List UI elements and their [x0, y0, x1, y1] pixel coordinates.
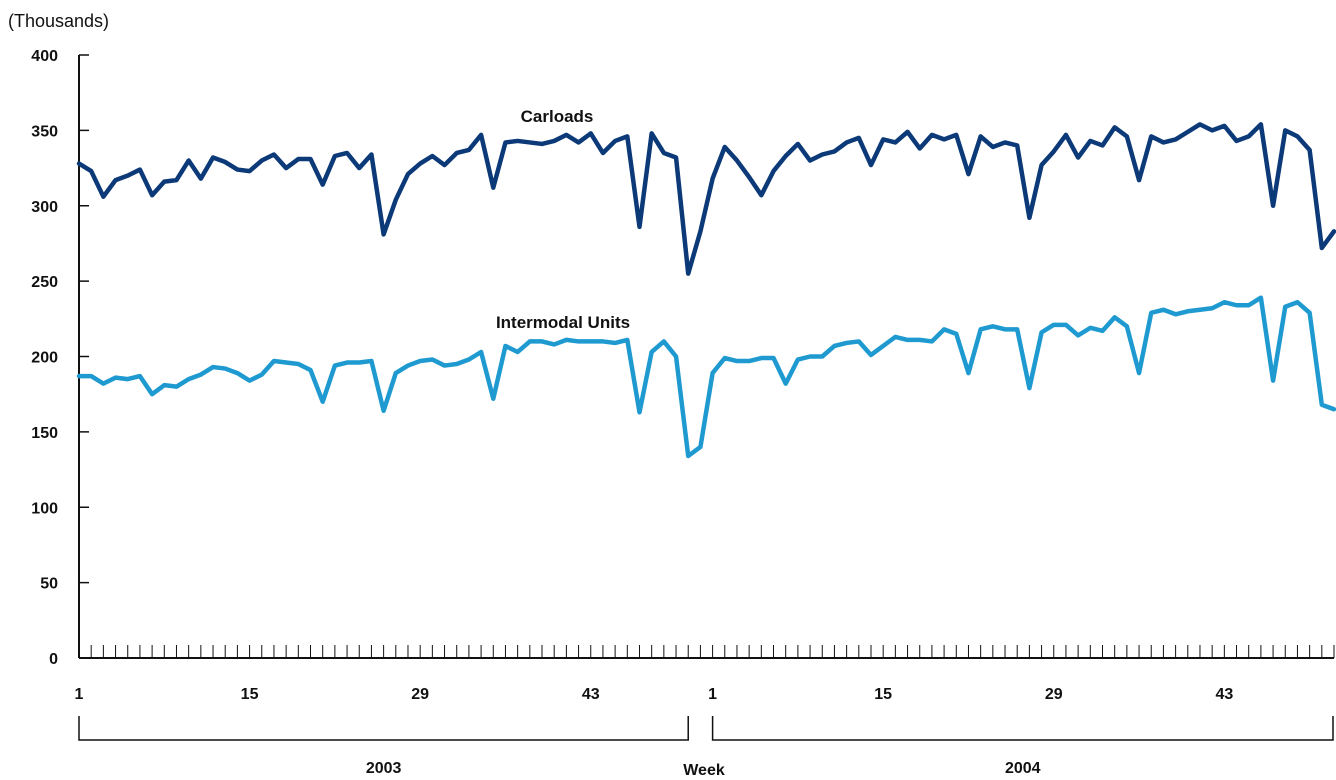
y-tick-label: 350 — [31, 123, 58, 140]
x-tick-label: 43 — [582, 686, 600, 703]
year-groups: 2003 2004 — [78, 716, 1334, 777]
x-tick-label: 15 — [241, 686, 259, 703]
y-unit-label: (Thousands) — [8, 11, 109, 31]
y-tick-label: 50 — [40, 576, 58, 593]
y-tick-label: 200 — [31, 350, 58, 367]
year-label: 2004 — [1005, 760, 1041, 777]
year-label: 2003 — [366, 760, 402, 777]
y-tick-label: 250 — [31, 274, 58, 291]
x-tick-label: 43 — [1215, 686, 1233, 703]
x-tick-label: 29 — [411, 686, 429, 703]
series-labels: Carloads Intermodal Units — [496, 107, 630, 332]
y-tick-label: 400 — [31, 48, 58, 65]
y-tick-label: 300 — [31, 199, 58, 216]
y-tick-label: 100 — [31, 500, 58, 517]
x-axis: 1 15 29 43 1 15 29 43 — [75, 645, 1335, 703]
series-label: Intermodal Units — [496, 313, 630, 332]
y-axis: 0 50 100 150 200 250 300 350 400 — [31, 48, 89, 668]
year-bracket — [78, 716, 689, 741]
x-tick-label: 29 — [1045, 686, 1063, 703]
y-tick-label: 0 — [49, 651, 58, 668]
series-lines — [76, 122, 1336, 459]
year-bracket — [711, 716, 1334, 741]
x-tick-label: 15 — [874, 686, 892, 703]
x-axis-title: Week — [683, 762, 725, 779]
x-tick-label: 1 — [708, 686, 717, 703]
series-line-intermodal-units — [76, 295, 1336, 459]
series-line-carloads — [76, 122, 1336, 276]
y-tick-label: 150 — [31, 425, 58, 442]
x-tick-label: 1 — [75, 686, 84, 703]
series-label: Carloads — [521, 107, 594, 126]
